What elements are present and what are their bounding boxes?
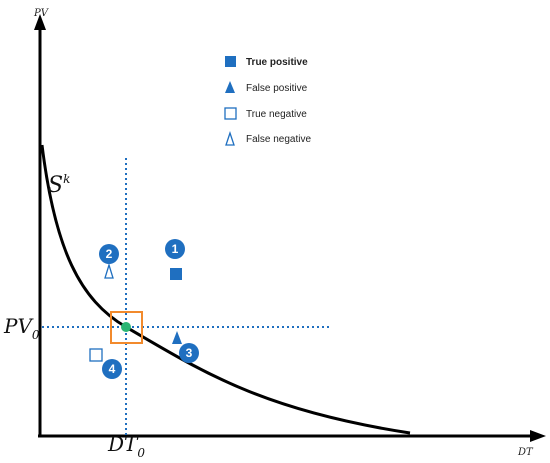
legend-true-positive-icon — [225, 56, 236, 67]
pv0-label: PV0 — [3, 314, 40, 342]
false-positive-marker — [172, 331, 182, 344]
true-positive-marker — [170, 268, 182, 280]
legend: True positive False positive True negati… — [224, 56, 311, 146]
x-axis-arrow — [530, 430, 546, 442]
y-axis-label: PV — [33, 8, 50, 19]
center-point — [121, 322, 131, 332]
badge-1 — [165, 239, 185, 259]
curve-label: Sk — [48, 172, 70, 198]
legend-true-negative-label: True negative — [246, 109, 307, 120]
legend-false-negative-label: False negative — [246, 134, 311, 145]
legend-false-positive-label: False positive — [246, 83, 308, 94]
y-axis-arrow — [34, 14, 46, 30]
legend-false-negative-icon — [225, 130, 235, 146]
badge-3 — [179, 343, 199, 363]
badge-3-label: 3 — [186, 346, 193, 360]
curve-sk — [40, 144, 411, 435]
dt0-label: DT0 — [107, 432, 145, 460]
legend-true-negative-icon — [224, 107, 237, 120]
highlight-box — [110, 311, 143, 344]
legend-false-positive-icon — [225, 81, 235, 93]
badge-4-label: 4 — [109, 362, 116, 376]
x-axis-label: DT — [517, 447, 534, 458]
badge-4 — [102, 359, 122, 379]
badge-2 — [99, 244, 119, 264]
false-negative-marker — [104, 262, 114, 279]
badge-1-label: 1 — [172, 242, 179, 256]
badge-2-label: 2 — [106, 247, 113, 261]
legend-true-positive-label: True positive — [246, 57, 308, 68]
true-negative-marker — [89, 348, 103, 362]
